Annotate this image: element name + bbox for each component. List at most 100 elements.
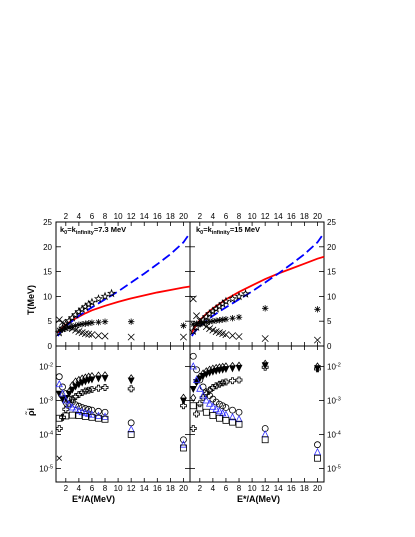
top-right-star-point-13 — [241, 289, 251, 298]
bottom-left-plus-open-point-0 — [55, 425, 63, 432]
top-left-asterisk-point-9-shape — [85, 319, 92, 327]
bottom-left-square-open-point-8-shape — [127, 431, 135, 438]
top-left-cross-point-12-shape — [101, 332, 109, 340]
bottom-right-triangle-up-open-point-0 — [189, 362, 197, 370]
top-right-star-point-8-shape — [214, 301, 224, 311]
bottom-left-x-tick-label-9: 20 — [179, 484, 188, 493]
bottom-right-triangle-up-open-point-4-shape — [202, 396, 210, 404]
bottom-right-square-open-point-5 — [222, 416, 230, 424]
bottom-right-plus-open-point-7 — [212, 382, 220, 390]
bottom-left-triangle-down-filled-point-14 — [179, 397, 187, 405]
top-left-star-point-13-shape — [107, 288, 117, 298]
bottom-right-triangle-up-open-point-7-shape — [212, 404, 220, 413]
bottom-right-plus-open-point-1-shape — [193, 410, 200, 418]
bottom-right-plus-open-point-0 — [189, 425, 197, 432]
bottom-left-triangle-down-filled-point-12 — [101, 375, 109, 383]
top-left-y-tick-label-3: 15 — [43, 268, 52, 277]
top-left-asterisk-point-10 — [88, 319, 96, 326]
bottom-left-plus-open-point-11-shape — [95, 384, 102, 392]
bottom-right-square-open-point-2-shape — [202, 408, 210, 416]
top-right-star-point-12 — [234, 291, 244, 301]
bottom-right-plus-open-point-10 — [222, 378, 230, 386]
bottom-left-triangle-down-filled-point-5 — [72, 383, 80, 391]
top-left-star-point-13 — [107, 288, 117, 298]
bottom-right-triangle-up-open-point-3 — [199, 391, 207, 399]
top-left-cross-point-2 — [62, 321, 70, 329]
bottom-right-triangle-up-open-point-6-shape — [209, 402, 217, 410]
bottom-right-triangle-down-filled-point-11-shape — [229, 365, 236, 373]
top-left-asterisk-point-8 — [82, 320, 89, 327]
bottom-left-triangle-down-filled-point-4 — [68, 386, 76, 394]
bottom-right-triangle-up-open-point-2 — [196, 384, 204, 392]
top-right-asterisk-point-13-shape — [261, 305, 269, 312]
top-left-x-top-tick-label-5: 12 — [127, 212, 136, 221]
bottom-left-y-tick-label-3: 10-5 — [39, 464, 53, 473]
bottom-left-plus-open-point-9-shape — [85, 386, 93, 394]
top-left-asterisk-point-11 — [95, 318, 102, 326]
top-right-star-point-8 — [214, 301, 224, 311]
bottom-right-triangle-up-open-point-2-shape — [196, 384, 204, 392]
top-right-cross-point-0 — [189, 295, 197, 303]
bottom-right-triangle-down-filled-point-0-shape — [189, 386, 197, 393]
bottom-right-square-open-point-5-shape — [222, 416, 230, 424]
top-right-star-point-5-shape — [205, 309, 215, 318]
bottom-left-circle-open-point-0-shape — [55, 373, 63, 381]
bottom-right-triangle-up-open-point-14-shape — [313, 447, 322, 456]
top-left-x-top-tick-label-0: 2 — [64, 212, 69, 221]
bottom-right-circle-open-point-14 — [314, 441, 321, 449]
top-right-y-tick-label-4: 20 — [327, 243, 336, 252]
top-right-asterisk-point-12-shape — [235, 314, 243, 321]
panel-bottom-right-frame — [189, 345, 325, 483]
top-left-y-tick-label-4: 20 — [43, 243, 52, 252]
bottom-right-square-open-point-4-shape — [216, 414, 223, 422]
bottom-left-x-tick-label-8: 18 — [166, 484, 175, 493]
top-left-star-point-8-shape — [80, 302, 90, 311]
bottom-left-square-open-point-7 — [101, 415, 109, 423]
top-right-asterisk-point-5 — [206, 318, 213, 325]
top-right-x-top-tick-label-3: 8 — [237, 212, 242, 221]
top-left-asterisk-point-6 — [75, 321, 83, 328]
bottom-right-triangle-down-filled-point-12 — [235, 364, 243, 372]
bottom-right-y-tick-label-0: 10-2 — [327, 362, 341, 371]
top-left-cross-point-0 — [55, 316, 63, 324]
top-right-cross-point-3 — [199, 320, 207, 328]
top-right-x-top-tick-label-4: 10 — [248, 212, 257, 221]
bottom-left-circle-open-point-10 — [88, 406, 96, 414]
top-left-cross-point-13 — [127, 333, 135, 341]
bottom-left-triangle-up-open-point-13-shape — [127, 425, 135, 433]
top-right-x-top-tick-label-1: 4 — [211, 212, 216, 221]
top-left-asterisk-point-14-shape — [180, 322, 187, 329]
top-right-asterisk-point-0-shape — [190, 320, 197, 328]
bottom-left-triangle-up-open-point-6 — [75, 406, 83, 414]
top-left-asterisk-point-7 — [78, 320, 86, 328]
top-left-cross-point-2-shape — [62, 321, 70, 329]
bottom-left-square-open-point-1 — [62, 412, 70, 420]
bottom-right-x-tick-label-5: 12 — [261, 484, 270, 493]
bottom-right-y-tick-label-1: 10-3 — [327, 396, 341, 405]
top-right-cross-point-13-shape — [261, 335, 269, 343]
top-left-cross-point-11 — [95, 332, 102, 340]
bottom-left-triangle-up-open-point-1 — [58, 389, 67, 397]
top-left-star-point-0-shape — [54, 327, 64, 337]
top-right-asterisk-point-6 — [209, 318, 217, 325]
bottom-left-plus-open-point-13-shape — [127, 385, 135, 393]
bottom-left-plus-open-point-14 — [180, 402, 187, 410]
top-left-cross-point-12 — [101, 332, 109, 340]
top-left-x-top-tick-label-1: 4 — [77, 212, 82, 221]
bottom-right-circle-open-point-0-shape — [189, 352, 197, 360]
bottom-right-x-tick-label-7: 16 — [287, 484, 296, 493]
top-right-x-top-tick-label-0: 2 — [198, 212, 203, 221]
top-left-star-point-11-shape — [93, 294, 104, 303]
bottom-right-circle-open-point-1-shape — [193, 366, 200, 374]
top-left-asterisk-point-1 — [59, 326, 66, 333]
bottom-left-plus-open-point-2 — [62, 405, 70, 413]
bottom-right-triangle-up-open-point-11 — [228, 412, 237, 421]
bottom-left-triangle-up-open-point-1-shape — [58, 389, 67, 397]
top-right-asterisk-point-3-shape — [199, 319, 207, 326]
bottom-right-plus-open-point-0-shape — [189, 425, 197, 432]
top-left-cross-point-13-shape — [127, 333, 135, 341]
bottom-left-triangle-down-filled-point-6 — [75, 381, 83, 389]
bottom-right-triangle-down-filled-point-13-shape — [261, 362, 269, 370]
top-left-star-point-9-shape — [84, 299, 94, 309]
bottom-left-triangle-up-open-point-0 — [55, 379, 63, 388]
